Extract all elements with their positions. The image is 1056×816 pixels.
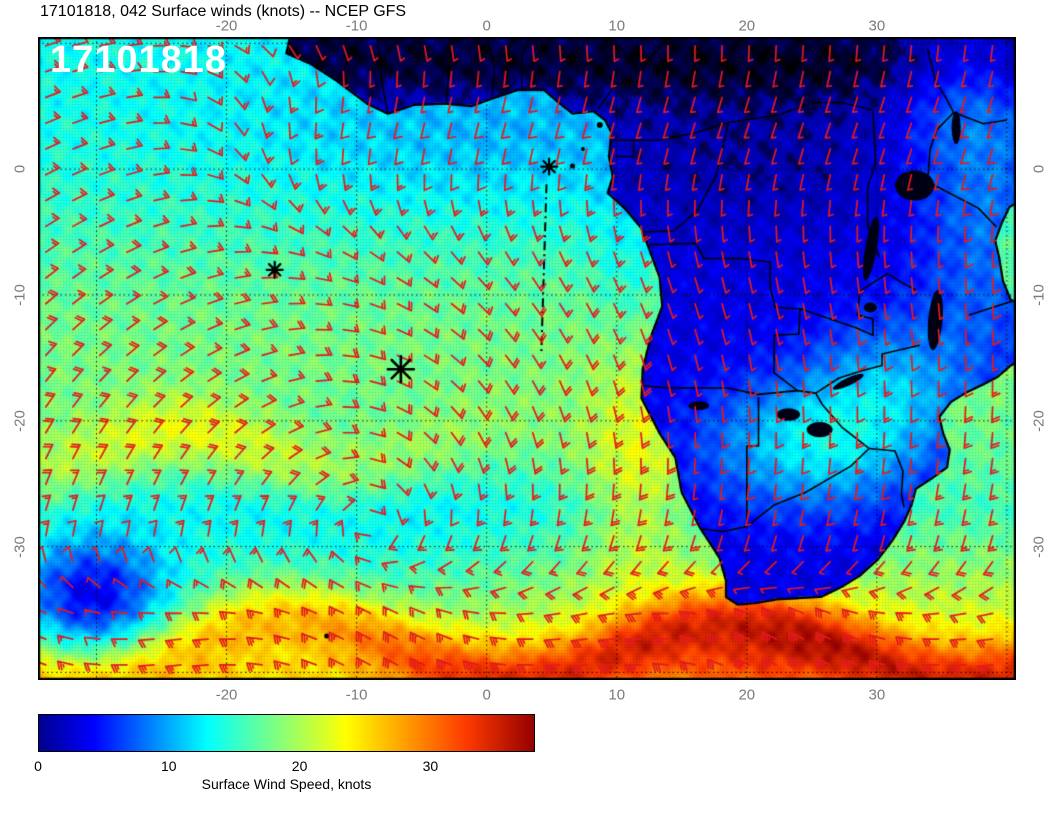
x-axis-bottom-tick-label: -10 [345,686,368,704]
run-id-overlay: 17101818 [50,39,228,81]
y-axis-left-tick-label: 0 [11,164,29,174]
x-axis-top-tick-label: 20 [738,17,756,35]
y-axis-right-tick-label: -10 [1030,284,1048,306]
y-axis-right-tick-label: 0 [1030,164,1048,174]
colorbar-tick-label: 0 [34,758,42,774]
x-axis-top-tick-label: 30 [868,17,886,35]
x-axis-top-tick-label: 0 [482,17,491,35]
x-axis-bottom-tick-label: 0 [482,686,491,704]
colorbar-tick-label: 20 [291,758,308,774]
colorbar-tick-label: 30 [422,758,439,774]
colorbar: Surface Wind Speed, knots 0 10 20 30 [34,714,535,809]
x-axis-top-tick-label: -10 [345,17,368,35]
x-axis-top-tick-label: 10 [608,17,626,35]
figure-title: 17101818, 042 Surface winds (knots) -- N… [40,3,407,20]
y-axis-left-tick-label: -20 [11,409,29,432]
y-axis-left-tick-label: -10 [11,284,29,306]
y-axis-left-tick-label: -30 [11,535,29,558]
y-axis-right-tick-label: -30 [1030,535,1048,558]
colorbar-tick-label: 10 [160,758,177,774]
y-axis-right-tick-label: -20 [1030,409,1048,432]
map-area: 17101818 [38,37,1016,680]
x-axis-bottom-tick-label: -20 [215,686,238,704]
x-axis-top-tick-label: -20 [215,17,238,35]
colorbar-gradient [38,714,535,752]
wind-map-canvas [38,37,1016,680]
colorbar-label: Surface Wind Speed, knots [201,776,372,792]
x-axis-bottom-tick-label: 10 [608,686,626,704]
x-axis-bottom-tick-label: 20 [738,686,756,704]
x-axis-bottom-tick-label: 30 [868,686,886,704]
